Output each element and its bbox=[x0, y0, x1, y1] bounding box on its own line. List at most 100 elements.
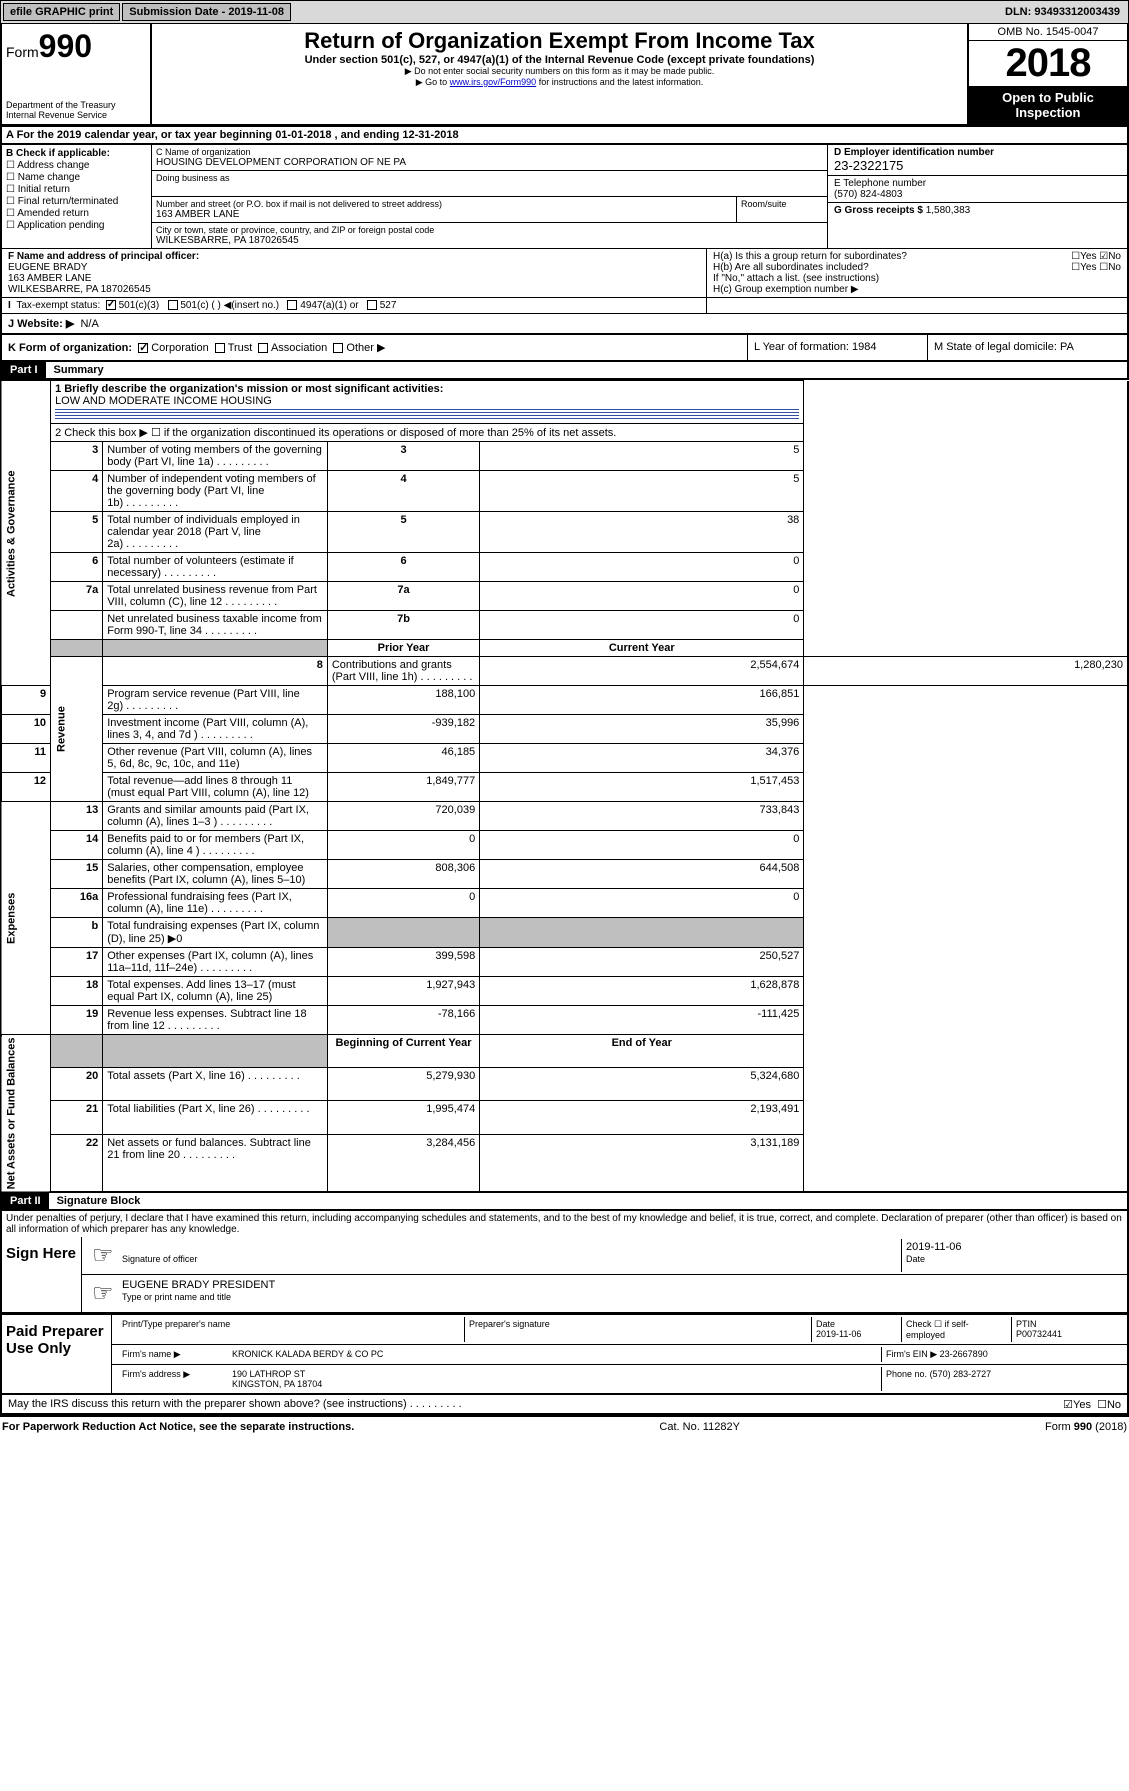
part2-header: Part II Signature Block bbox=[0, 1193, 1129, 1211]
chk-amended-return[interactable]: ☐ Amended return bbox=[6, 208, 147, 219]
col-d-ein: D Employer identification number 23-2322… bbox=[827, 145, 1127, 248]
section-bcd: B Check if applicable: ☐ Address change … bbox=[0, 145, 1129, 249]
prep-sig-hdr: Preparer's signature bbox=[464, 1317, 811, 1342]
chk-assoc[interactable] bbox=[258, 343, 268, 353]
h-b2: If "No," attach a list. (see instruction… bbox=[713, 273, 1121, 284]
dln-label: DLN: 93493312003439 bbox=[1005, 6, 1126, 18]
chk-app-pending[interactable]: ☐ Application pending bbox=[6, 220, 147, 231]
state-domicile: M State of legal domicile: PA bbox=[927, 335, 1127, 360]
chk-other[interactable] bbox=[333, 343, 343, 353]
sig-date-label: Date bbox=[906, 1254, 925, 1264]
form-header: Form990 Department of the Treasury Inter… bbox=[0, 24, 1129, 126]
ptin-value: P00732441 bbox=[1016, 1329, 1062, 1339]
submission-date-button[interactable]: Submission Date - 2019-11-08 bbox=[122, 3, 291, 21]
form-note2: ▶ Go to www.irs.gov/Form990 for instruct… bbox=[160, 77, 959, 88]
line-20: 20Total assets (Part X, line 16)5,279,93… bbox=[1, 1068, 1128, 1101]
line-14: 14Benefits paid to or for members (Part … bbox=[1, 831, 1128, 860]
h-b: H(b) Are all subordinates included? ☐Yes… bbox=[713, 262, 1121, 273]
chk-corp[interactable] bbox=[138, 343, 148, 353]
street-label: Number and street (or P.O. box if mail i… bbox=[156, 199, 732, 209]
room-label: Room/suite bbox=[741, 199, 823, 209]
line-9: 9Program service revenue (Part VIII, lin… bbox=[1, 686, 1128, 715]
line-19: 19Revenue less expenses. Subtract line 1… bbox=[1, 1006, 1128, 1035]
org-name: HOUSING DEVELOPMENT CORPORATION OF NE PA bbox=[156, 157, 823, 168]
h-a: H(a) Is this a group return for subordin… bbox=[713, 251, 1121, 262]
line-6: 6Total number of volunteers (estimate if… bbox=[1, 553, 1128, 582]
perjury-text: Under penalties of perjury, I declare th… bbox=[0, 1211, 1129, 1237]
line1-value: LOW AND MODERATE INCOME HOUSING bbox=[55, 395, 272, 407]
phone-value: (570) 824-4803 bbox=[834, 189, 1121, 200]
ein-label: D Employer identification number bbox=[834, 147, 994, 158]
chk-4947[interactable] bbox=[287, 300, 297, 310]
line-10: 10Investment income (Part VIII, column (… bbox=[1, 715, 1128, 744]
org-name-label: C Name of organization bbox=[156, 147, 823, 157]
form-subtitle: Under section 501(c), 527, or 4947(a)(1)… bbox=[160, 54, 959, 66]
efile-button[interactable]: efile GRAPHIC print bbox=[3, 3, 120, 21]
top-toolbar: efile GRAPHIC print Submission Date - 20… bbox=[0, 0, 1129, 24]
irs-link[interactable]: www.irs.gov/Form990 bbox=[450, 77, 537, 87]
foot-left: For Paperwork Reduction Act Notice, see … bbox=[2, 1421, 354, 1433]
dept-label: Department of the Treasury Internal Reve… bbox=[6, 100, 146, 120]
officer-printed-name: EUGENE BRADY PRESIDENT bbox=[122, 1279, 275, 1291]
row-j-website: J Website: ▶ N/A bbox=[0, 314, 1129, 335]
officer-name: EUGENE BRADY bbox=[8, 262, 87, 273]
line-16a: 16aProfessional fundraising fees (Part I… bbox=[1, 889, 1128, 918]
open-public-badge: Open to Public Inspection bbox=[969, 86, 1127, 124]
line-12: 12Total revenue—add lines 8 through 11 (… bbox=[1, 773, 1128, 802]
line-22: 22Net assets or fund balances. Subtract … bbox=[1, 1134, 1128, 1192]
dba-label: Doing business as bbox=[156, 173, 823, 183]
officer-name-label: Type or print name and title bbox=[122, 1292, 231, 1302]
officer-addr2: WILKESBARRE, PA 187026545 bbox=[8, 284, 151, 295]
side-expenses: Expenses bbox=[1, 802, 51, 1035]
paid-preparer-label: Paid Preparer Use Only bbox=[2, 1315, 112, 1393]
phone-label: E Telephone number bbox=[834, 178, 1121, 189]
officer-addr1: 163 AMBER LANE bbox=[8, 273, 91, 284]
chk-527[interactable] bbox=[367, 300, 377, 310]
part1-header: Part I Summary bbox=[0, 362, 1129, 380]
chk-initial-return[interactable]: ☐ Initial return bbox=[6, 184, 147, 195]
line-4: 4Number of independent voting members of… bbox=[1, 471, 1128, 512]
tax-year: 2018 bbox=[969, 41, 1127, 86]
ein-value: 23-2322175 bbox=[834, 158, 1121, 173]
line-21: 21Total liabilities (Part X, line 26)1,9… bbox=[1, 1101, 1128, 1134]
line2: 2 Check this box ▶ ☐ if the organization… bbox=[51, 424, 804, 442]
chk-address-change[interactable]: ☐ Address change bbox=[6, 160, 147, 171]
gross-receipts-label: G Gross receipts $ bbox=[834, 205, 923, 216]
footer: For Paperwork Reduction Act Notice, see … bbox=[0, 1415, 1129, 1437]
line-7b: Net unrelated business taxable income fr… bbox=[1, 611, 1128, 640]
row-i-status: I Tax-exempt status: 501(c)(3) 501(c) ( … bbox=[0, 298, 1129, 314]
year-formation: L Year of formation: 1984 bbox=[747, 335, 927, 360]
signature-block: Sign Here ☞ Signature of officer 2019-11… bbox=[0, 1237, 1129, 1314]
firm-addr: 190 LATHROP ST bbox=[232, 1369, 305, 1379]
line-7a: 7aTotal unrelated business revenue from … bbox=[1, 582, 1128, 611]
prep-self-emp: Check ☐ if self-employed bbox=[901, 1317, 1011, 1342]
gross-receipts-value: 1,580,383 bbox=[926, 205, 971, 216]
city-value: WILKESBARRE, PA 187026545 bbox=[156, 235, 823, 246]
firm-name: KRONICK KALADA BERDY & CO PC bbox=[228, 1347, 881, 1362]
line-3: 3Number of voting members of the governi… bbox=[1, 442, 1128, 471]
form-title: Return of Organization Exempt From Incom… bbox=[160, 28, 959, 54]
chk-501c[interactable] bbox=[168, 300, 178, 310]
foot-form: Form 990 (2018) bbox=[1045, 1421, 1127, 1433]
section-fh: F Name and address of principal officer:… bbox=[0, 249, 1129, 298]
omb-number: OMB No. 1545-0047 bbox=[969, 24, 1127, 41]
street-value: 163 AMBER LANE bbox=[156, 209, 732, 220]
officer-label: F Name and address of principal officer: bbox=[8, 251, 199, 262]
line-5: 5Total number of individuals employed in… bbox=[1, 512, 1128, 553]
prep-name-hdr: Print/Type preparer's name bbox=[118, 1317, 464, 1342]
line-11: 11Other revenue (Part VIII, column (A), … bbox=[1, 744, 1128, 773]
chk-name-change[interactable]: ☐ Name change bbox=[6, 172, 147, 183]
row-a-tax-year: A For the 2019 calendar year, or tax yea… bbox=[0, 126, 1129, 145]
chk-trust[interactable] bbox=[215, 343, 225, 353]
summary-table: Activities & Governance 1 Briefly descri… bbox=[0, 380, 1129, 1193]
sig-officer-label: Signature of officer bbox=[122, 1254, 197, 1264]
chk-501c3[interactable] bbox=[106, 300, 116, 310]
foot-cat: Cat. No. 11282Y bbox=[659, 1421, 740, 1433]
line-18: 18Total expenses. Add lines 13–17 (must … bbox=[1, 977, 1128, 1006]
row-k: K Form of organization: Corporation Trus… bbox=[0, 335, 1129, 362]
sig-date: 2019-11-06 bbox=[906, 1241, 961, 1253]
chk-final-return[interactable]: ☐ Final return/terminated bbox=[6, 196, 147, 207]
h-c: H(c) Group exemption number ▶ bbox=[713, 284, 1121, 295]
paid-preparer-block: Paid Preparer Use Only Print/Type prepar… bbox=[0, 1314, 1129, 1395]
firm-ein: 23-2667890 bbox=[940, 1349, 988, 1359]
